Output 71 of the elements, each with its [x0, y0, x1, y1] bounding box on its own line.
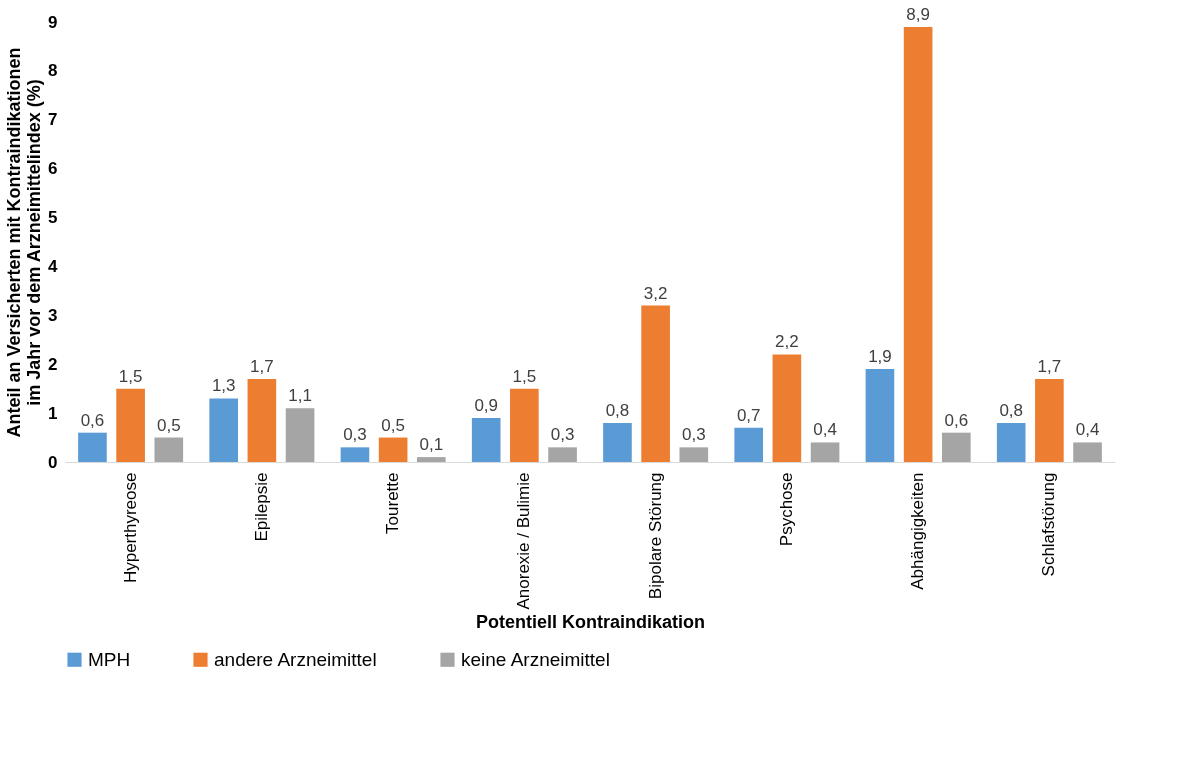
- bar: [247, 378, 277, 462]
- y-tick-label: 5: [48, 208, 58, 228]
- data-label: 0,9: [474, 396, 499, 415]
- bar: [548, 447, 577, 462]
- data-label: 0,3: [550, 425, 575, 445]
- data-label: 1,5: [512, 366, 537, 386]
- legend-label: MPH: [88, 648, 131, 670]
- x-tick-label: Psychose: [776, 472, 796, 547]
- data-label: 1,7: [1037, 356, 1062, 376]
- data-label: 0,8: [605, 400, 630, 420]
- bar: [116, 388, 145, 462]
- y-tick-label: 6: [48, 159, 58, 179]
- bar: [603, 422, 632, 462]
- bar: [510, 388, 539, 462]
- data-label: 0,5: [381, 415, 405, 435]
- x-tick-label: Bipolare Störung: [645, 472, 665, 600]
- data-label: 0,6: [944, 410, 969, 430]
- bar: [941, 432, 971, 462]
- bar: [378, 437, 408, 462]
- bar: [996, 422, 1026, 462]
- data-label: 1,3: [211, 376, 236, 396]
- y-tick-label: 0: [48, 452, 58, 472]
- bar: [865, 369, 895, 462]
- x-tick-label: Tourette: [383, 472, 403, 534]
- x-tick-label: Schlafstörung: [1039, 472, 1059, 577]
- bar: [285, 408, 315, 462]
- data-label: 1,1: [288, 386, 312, 406]
- bar: [734, 427, 764, 462]
- x-axis-title: Potentiell Kontraindikation: [475, 611, 706, 632]
- x-tick-label: Hyperthyreose: [120, 472, 140, 584]
- y-tick-label: 4: [48, 256, 59, 276]
- data-label: 3,2: [643, 283, 668, 303]
- data-label: 0,3: [681, 425, 706, 445]
- bar: [209, 398, 239, 462]
- data-label: 0,6: [80, 410, 105, 430]
- data-label: 1,5: [118, 366, 143, 386]
- bar: [78, 432, 107, 462]
- data-label: 8,9: [906, 4, 930, 24]
- y-tick-label: 2: [48, 354, 58, 374]
- data-label: 0,5: [156, 415, 181, 435]
- bar: [772, 354, 802, 462]
- bar: [1035, 378, 1064, 462]
- y-tick-label: 7: [48, 110, 58, 130]
- bar: [679, 447, 709, 462]
- data-label: 0,3: [343, 425, 367, 445]
- bar: [154, 437, 184, 462]
- y-tick-label: 9: [48, 12, 58, 32]
- bar: [903, 26, 933, 462]
- legend-label: andere Arzneimittel: [214, 648, 377, 670]
- bar: [416, 457, 446, 462]
- bar: [810, 442, 840, 462]
- data-label: 1,9: [868, 347, 892, 367]
- x-tick-label: Abhängigkeiten: [908, 472, 928, 590]
- data-label: 0,4: [1075, 420, 1100, 440]
- data-label: 2,2: [775, 332, 799, 352]
- bar: [1073, 442, 1102, 462]
- data-label: 0,4: [813, 420, 837, 440]
- y-tick-label: 1: [48, 403, 58, 423]
- bar: [471, 418, 501, 462]
- y-tick-label: 8: [48, 61, 58, 81]
- data-label: 0,1: [419, 435, 444, 455]
- bar: [340, 447, 370, 462]
- data-label: 0,8: [999, 400, 1024, 420]
- x-tick-label: Epilepsie: [251, 472, 271, 542]
- y-tick-label: 3: [48, 305, 58, 325]
- y-axis-title: Anteil an Versicherten mit Kontraindikationen im Jahr vor dem Arzneimittelindex (%): [4, 47, 45, 438]
- bar: [641, 305, 670, 462]
- data-label: 0,7: [736, 405, 761, 425]
- x-tick-label: Anorexie / Bulimie: [514, 472, 534, 610]
- legend-label: keine Arzneimittel: [461, 648, 610, 670]
- data-label: 1,7: [250, 356, 274, 376]
